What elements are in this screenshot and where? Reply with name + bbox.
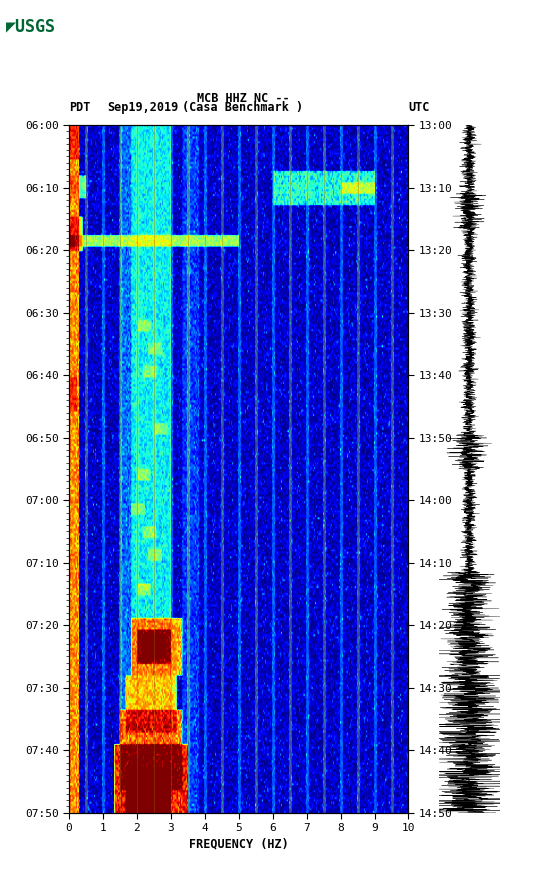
X-axis label: FREQUENCY (HZ): FREQUENCY (HZ): [189, 838, 289, 850]
Text: (Casa Benchmark ): (Casa Benchmark ): [182, 101, 304, 114]
Text: MCB HHZ NC --: MCB HHZ NC --: [197, 92, 289, 105]
Text: PDT: PDT: [69, 101, 91, 114]
Text: UTC: UTC: [408, 101, 430, 114]
Text: Sep19,2019: Sep19,2019: [108, 101, 179, 114]
Text: ◤USGS: ◤USGS: [6, 18, 56, 36]
